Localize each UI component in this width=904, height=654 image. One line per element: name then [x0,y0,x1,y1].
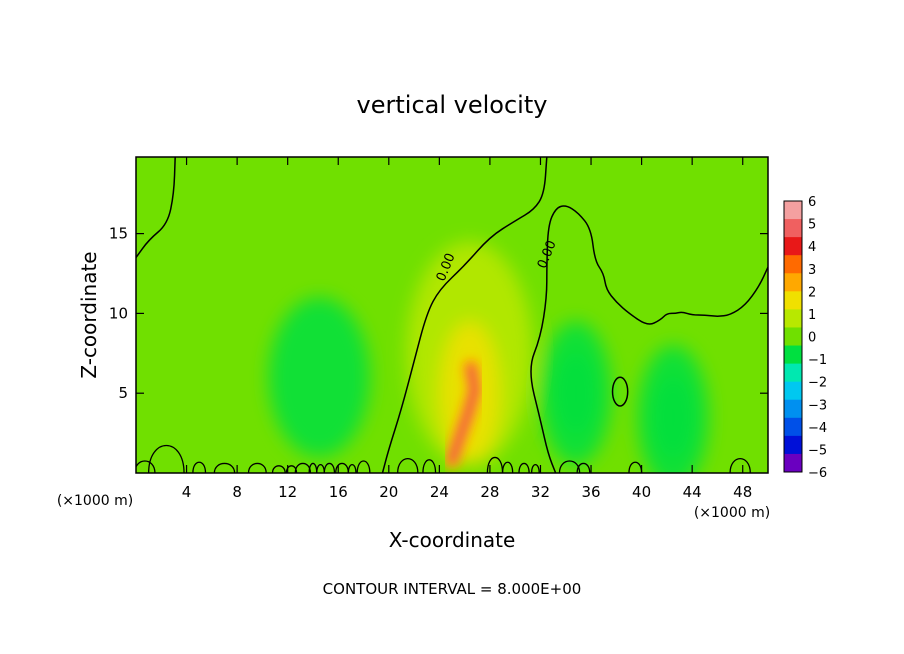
surface-contour-cell [576,462,591,473]
surface-contour-cell [213,462,236,473]
colorbar-swatch [784,399,802,419]
colorbar-swatch [784,219,802,238]
zero-contours [136,157,768,473]
surface-contour-cell [136,460,156,473]
x-tick-label: 24 [430,483,449,501]
colorbar-label: 4 [808,240,816,255]
colorbar-swatch [784,201,802,220]
colorbar-label: −6 [808,466,827,481]
zero-contour-closed [611,376,629,407]
zero-contour-right [530,205,768,473]
colorbar-swatch [784,363,802,383]
contour-interval-note: CONTOUR INTERVAL = 8.000E+00 [323,580,582,598]
colorbar-label: −1 [808,353,827,368]
surface-contour-cell [247,462,267,473]
surface-contour-cell [396,458,419,473]
colorbar-label: 0 [808,331,816,346]
colorbar-swatch [784,237,802,256]
plot-frame [135,156,769,474]
x-tick-label: 36 [581,483,600,501]
x-tick-label: 16 [329,483,348,501]
x-tick-label: 12 [278,483,297,501]
updraft-core [450,366,477,462]
x-tick-label: 4 [182,483,192,501]
colorbar-label: 1 [808,308,816,323]
x-tick-label: 28 [480,483,499,501]
surface-contour-cell [422,459,437,473]
colorbar-swatch [784,435,802,455]
colorbar-swatch [784,273,802,292]
colorbar-label: 6 [808,195,816,210]
x-tick-label: 48 [733,483,752,501]
x-tick-label: 32 [531,483,550,501]
colorbar-label: −2 [808,376,827,391]
surface-contour-cell [356,460,371,473]
colorbar-label: −5 [808,443,827,458]
surface-contour-cell [271,465,286,473]
downdraft-region [268,297,370,458]
colorbar-frame [783,200,803,473]
y-axis-ticks: 5 10 15 [109,225,768,402]
x-tick-label: 20 [379,483,398,501]
surface-contour-cell [294,462,312,473]
x-axis-unit-right: (×1000 m) [694,505,770,521]
surface-contour-cell [558,460,581,473]
y-axis-label: Z-coordinate [77,251,101,378]
colorbar-swatch [784,345,802,365]
colorbar-swatch [784,417,802,437]
surface-contour-cell [323,462,336,473]
colorbar-swatch [784,381,802,401]
colorbar: 6 5 4 3 2 1 0 −1 −2 −3 −4 −5 −6 [783,195,827,481]
surface-contour-cell [147,445,185,473]
x-axis-label: X-coordinate [389,528,516,552]
surface-contour-cell [347,463,357,473]
surface-contour-cell [285,465,298,473]
colorbar-swatch [784,453,802,473]
chart-title: vertical velocity [357,91,548,119]
surface-contour-cell [518,462,530,473]
colorbar-label: 3 [808,263,816,278]
colorbar-swatch [784,255,802,274]
surface-contour-cell [501,461,514,473]
colorbar-swatch [784,309,802,328]
x-axis-unit-left: (×1000 m) [57,493,133,509]
colorbar-swatch [784,291,802,310]
zero-contour-top-left [136,157,176,258]
colorbar-label: 5 [808,218,816,233]
colorbar-label: −4 [808,421,827,436]
x-axis-ticks: 4 8 12 16 20 24 28 32 36 40 44 48 [182,157,752,501]
surface-contour-cell [192,461,207,473]
downdraft-core [555,351,597,435]
y-tick-label: 10 [109,304,128,322]
surface-contour-cell [530,463,540,473]
colorbar-label: 2 [808,285,816,300]
surface-contour-cell [729,458,751,473]
colorbar-swatch [784,327,802,347]
x-tick-label: 40 [632,483,651,501]
x-tick-label: 8 [232,483,242,501]
colorbar-label: −3 [808,398,827,413]
surface-contour-cell [486,456,504,473]
x-tick-label: 44 [683,483,702,501]
velocity-field [268,241,709,473]
y-tick-label: 15 [109,225,128,243]
downdraft-core [652,375,694,459]
y-tick-label: 5 [118,384,128,402]
zero-contour-left [381,157,548,473]
